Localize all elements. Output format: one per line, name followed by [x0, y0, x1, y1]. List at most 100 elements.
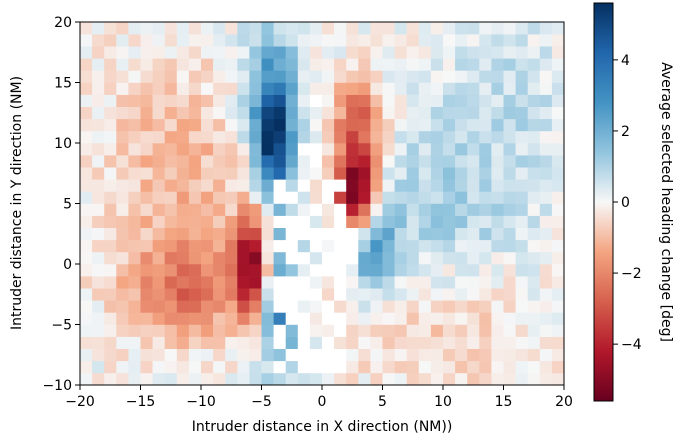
heatmap-cell: [394, 34, 407, 47]
heatmap-cell: [285, 324, 299, 337]
heatmap-cell: [430, 324, 444, 337]
heatmap-cell: [273, 239, 286, 253]
heatmap-cell: [370, 264, 383, 277]
heatmap-cell: [370, 118, 383, 132]
heatmap-cell: [467, 276, 480, 289]
heatmap-cell: [237, 300, 250, 313]
heatmap-cell: [418, 227, 432, 241]
heatmap-cell: [176, 94, 190, 107]
heatmap-cell: [104, 215, 117, 228]
heatmap-cell: [443, 179, 456, 192]
heatmap-cell: [237, 227, 250, 241]
heatmap-cell: [515, 22, 528, 35]
heatmap-cell: [297, 288, 311, 301]
heatmap-cell: [491, 130, 504, 144]
heatmap-cell: [140, 203, 153, 216]
heatmap-cell: [188, 155, 202, 168]
heatmap-cell: [92, 288, 105, 301]
heatmap-cell: [309, 106, 323, 120]
heatmap-cell: [455, 372, 468, 386]
heatmap-cell: [455, 167, 468, 180]
heatmap-cell: [128, 118, 141, 132]
heatmap-cell: [443, 348, 456, 362]
heatmap-cell: [188, 179, 202, 192]
heatmap-cell: [430, 348, 444, 362]
heatmap-cell: [309, 167, 323, 180]
heatmap-cell: [491, 239, 504, 253]
heatmap-cell: [128, 70, 141, 83]
heatmap-cell: [443, 94, 456, 107]
heatmap-cell: [551, 276, 565, 289]
heatmap-cell: [80, 118, 93, 132]
heatmap-cell: [261, 288, 274, 301]
heatmap-cell: [80, 288, 93, 301]
heatmap-cell: [128, 372, 141, 386]
heatmap-cell: [164, 58, 178, 71]
heatmap-cell: [527, 143, 541, 156]
heatmap-cell: [358, 300, 371, 313]
heatmap-cell: [152, 191, 165, 204]
heatmap-cell: [394, 82, 407, 95]
heatmap-cell: [322, 300, 335, 313]
heatmap-cell: [164, 300, 178, 313]
heatmap-cell: [201, 34, 214, 47]
heatmap-cell: [140, 276, 153, 289]
heatmap-cell: [297, 324, 311, 337]
heatmap-cell: [346, 34, 359, 47]
heatmap-cell: [334, 215, 347, 228]
heatmap-cell: [418, 22, 432, 35]
heatmap-cell: [140, 191, 153, 204]
heatmap-cell: [358, 203, 371, 216]
heatmap-cell: [527, 348, 541, 362]
heatmap-cell: [140, 130, 153, 144]
heatmap-cell: [455, 215, 468, 228]
heatmap-cell: [237, 34, 250, 47]
heatmap-cell: [527, 300, 541, 313]
heatmap-cell: [406, 70, 420, 83]
heatmap-cell: [164, 70, 178, 83]
heatmap-cell: [104, 118, 117, 132]
heatmap-cell: [358, 46, 371, 59]
heatmap-cell: [104, 203, 117, 216]
heatmap-cell: [297, 82, 311, 95]
heatmap-cell: [370, 179, 383, 192]
heatmap-cell: [225, 300, 238, 313]
heatmap-cell: [140, 34, 153, 47]
heatmap-cell: [273, 348, 286, 362]
heatmap-cell: [539, 155, 553, 168]
heatmap-cell: [479, 155, 492, 168]
heatmap-cell: [443, 264, 456, 277]
heatmap-cell: [491, 312, 504, 325]
heatmap-cell: [322, 22, 335, 35]
heatmap-cell: [551, 300, 565, 313]
heatmap-cell: [261, 336, 274, 349]
heatmap-cell: [297, 372, 311, 386]
heatmap-cell: [201, 348, 214, 362]
heatmap-cell: [273, 336, 286, 349]
heatmap-cell: [80, 143, 93, 156]
heatmap-cell: [406, 82, 420, 95]
heatmap-cell: [515, 70, 528, 83]
heatmap-cell: [128, 167, 141, 180]
heatmap-cell: [261, 276, 274, 289]
heatmap-cell: [80, 203, 93, 216]
heatmap-cell: [370, 300, 383, 313]
heatmap-cell: [92, 312, 105, 325]
heatmap-cell: [176, 167, 190, 180]
heatmap-cell: [116, 288, 129, 301]
heatmap-cell: [467, 203, 480, 216]
heatmap-cell: [152, 143, 165, 156]
heatmap-cell: [527, 276, 541, 289]
heatmap-cell: [188, 360, 202, 374]
heatmap-cell: [104, 348, 117, 362]
heatmap-cell: [322, 191, 335, 204]
heatmap-cell: [237, 336, 250, 349]
heatmap-cell: [455, 70, 468, 83]
heatmap-cell: [237, 251, 250, 265]
heatmap-cell: [92, 324, 105, 337]
heatmap-cell: [418, 155, 432, 168]
heatmap-cell: [92, 143, 105, 156]
heatmap-cell: [201, 155, 214, 168]
heatmap-cell: [92, 46, 105, 59]
heatmap-cell: [418, 312, 432, 325]
